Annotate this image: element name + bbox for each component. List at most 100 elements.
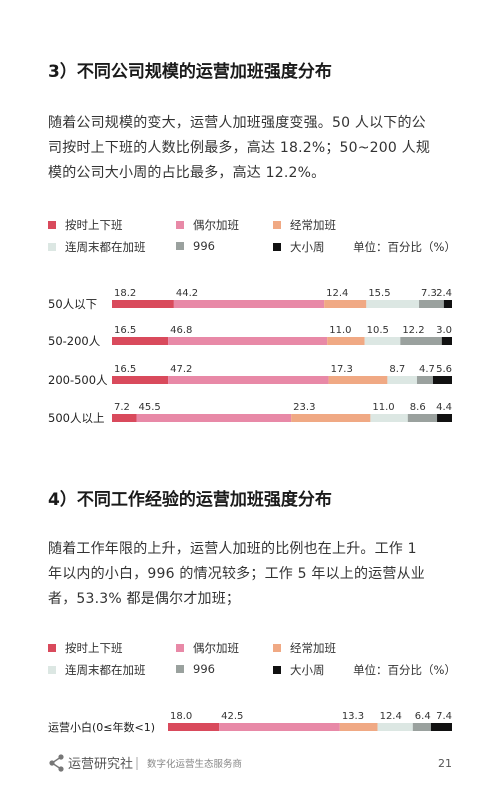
paragraph-line: 司按时上下班的人数比例最多，高达 18.2%；50~200 人规: [48, 140, 431, 156]
bar-segment: [136, 414, 292, 422]
bar-segment: [324, 300, 367, 308]
legend-label: 连周末都在加班: [65, 663, 146, 677]
legend-item: 偶尔加班: [176, 217, 239, 233]
legend-item: 经常加班: [273, 217, 336, 233]
legend-item: 偶尔加班: [176, 640, 239, 656]
legend-swatch: [176, 644, 184, 652]
paragraph-line: 模的公司大小周的占比最多，高达 12.2%。: [48, 165, 326, 181]
category-label: 200-500人: [48, 373, 108, 387]
section4-heading: 4）不同工作经验的运营加班强度分布: [48, 490, 332, 510]
legend-label: 经常加班: [290, 218, 336, 232]
bar-segment: [430, 723, 452, 731]
bar-segment: [327, 337, 365, 345]
legend-item: 996: [176, 239, 215, 253]
legend-label: 按时上下班: [65, 218, 123, 232]
legend-label: 大小周: [290, 240, 325, 254]
paragraph-line: 随着工作年限的上升，运营人加班的比例也在上升。工作 1: [48, 541, 417, 557]
data-label: 18.2: [114, 288, 136, 299]
legend-label: 按时上下班: [65, 641, 123, 655]
legend-swatch: [48, 243, 56, 251]
data-label: 4.7: [419, 364, 435, 375]
data-label: 10.5: [367, 325, 389, 336]
data-label: 23.3: [293, 402, 315, 413]
legend-swatch: [48, 666, 56, 674]
data-label: 12.4: [380, 711, 402, 722]
bar-segment: [387, 376, 417, 384]
legend-swatch: [273, 644, 281, 652]
category-label: 50-200人: [48, 334, 101, 348]
legend-item: 连周末都在加班: [48, 662, 146, 678]
data-label: 8.6: [410, 402, 426, 413]
legend-label: 经常加班: [290, 641, 336, 655]
data-label: 2.4: [436, 288, 452, 299]
legend-swatch: [176, 221, 184, 229]
data-label: 47.2: [170, 364, 192, 375]
bar-segment: [112, 300, 174, 308]
data-label: 11.0: [372, 402, 394, 413]
logo-icon: [49, 754, 64, 772]
bar-segment: [168, 723, 220, 731]
legend-swatch: [48, 221, 56, 229]
data-label: 7.2: [114, 402, 130, 413]
data-label: 3.0: [436, 325, 452, 336]
category-label: 500人以上: [48, 411, 104, 425]
bar-segment: [112, 414, 137, 422]
bar-segment: [168, 376, 329, 384]
section3-paragraph: 随着公司规模的变大，运营人加班强度变强。50 人以下的公 司按时上下班的人数比例…: [48, 111, 468, 186]
footer-tagline: 数字化运营生态服务商: [147, 758, 242, 770]
unit-label: 单位：百分比（%）: [353, 240, 456, 254]
bar-segment: [443, 300, 452, 308]
data-label: 7.4: [436, 711, 452, 722]
legend-item: 大小周: [273, 239, 325, 255]
bar-segment: [370, 414, 408, 422]
bar-segment: [173, 300, 325, 308]
bar-segment: [432, 376, 452, 384]
data-label: 12.2: [402, 325, 424, 336]
bar-segment: [364, 337, 401, 345]
paragraph-line: 者，53.3% 都是偶尔才加班；: [48, 591, 241, 607]
legend-label: 偶尔加班: [193, 218, 239, 232]
chart-work-experience: 运营小白(0≤年数<1) 18.0 42.5 13.3 12.4 6.4 7.4: [48, 711, 452, 734]
category-label: 50人以下: [48, 297, 97, 311]
bar-segment: [412, 723, 431, 731]
bar-segment: [366, 300, 420, 308]
legend-item: 按时上下班: [48, 217, 123, 233]
category-label: 运营小白(0≤年数<1): [48, 720, 155, 734]
data-label: 11.0: [329, 325, 351, 336]
data-label: 12.4: [326, 288, 348, 299]
bar-segment: [407, 414, 438, 422]
bar-segment: [377, 723, 413, 731]
data-label: 44.2: [176, 288, 198, 299]
bar-segment: [168, 337, 328, 345]
data-label: 18.0: [170, 711, 192, 722]
bar-segment: [441, 337, 452, 345]
legend-item: 996: [176, 662, 215, 676]
data-label: 5.6: [436, 364, 452, 375]
chart-company-size: 50人以下 18.2 44.2 12.4 15.5 7.3 2.4 50-200人 16.5 46…: [48, 288, 452, 425]
legend-swatch: [273, 243, 281, 251]
footer: 运营研究社 数字化运营生态服务商 21: [49, 754, 452, 772]
paragraph-line: 随着公司规模的变大，运营人加班强度变强。50 人以下的公: [48, 115, 426, 131]
page-number: 21: [438, 757, 452, 770]
legend-swatch: [273, 221, 281, 229]
bar-segment: [291, 414, 371, 422]
data-label: 13.3: [342, 711, 364, 722]
legend-item: 经常加班: [273, 640, 336, 656]
bar-segment: [400, 337, 442, 345]
section3-heading: 3）不同公司规模的运营加班强度分布: [48, 62, 332, 82]
bar-segment: [437, 414, 452, 422]
data-label: 46.8: [170, 325, 192, 336]
legend-label: 大小周: [290, 663, 325, 677]
paragraph-line: 年以内的小白，996 的情况较多；工作 5 年以上的运营从业: [48, 566, 425, 582]
legend-label: 996: [193, 662, 215, 676]
legend-item: 大小周: [273, 662, 325, 678]
section4-paragraph: 随着工作年限的上升，运营人加班的比例也在上升。工作 1 年以内的小白，996 的…: [48, 537, 468, 612]
legend-swatch: [176, 665, 184, 673]
bar-segment: [339, 723, 378, 731]
data-label: 42.5: [221, 711, 243, 722]
legend-label: 连周末都在加班: [65, 240, 146, 254]
legend-swatch: [273, 666, 281, 674]
data-label: 16.5: [114, 364, 136, 375]
legend-label: 偶尔加班: [193, 641, 239, 655]
